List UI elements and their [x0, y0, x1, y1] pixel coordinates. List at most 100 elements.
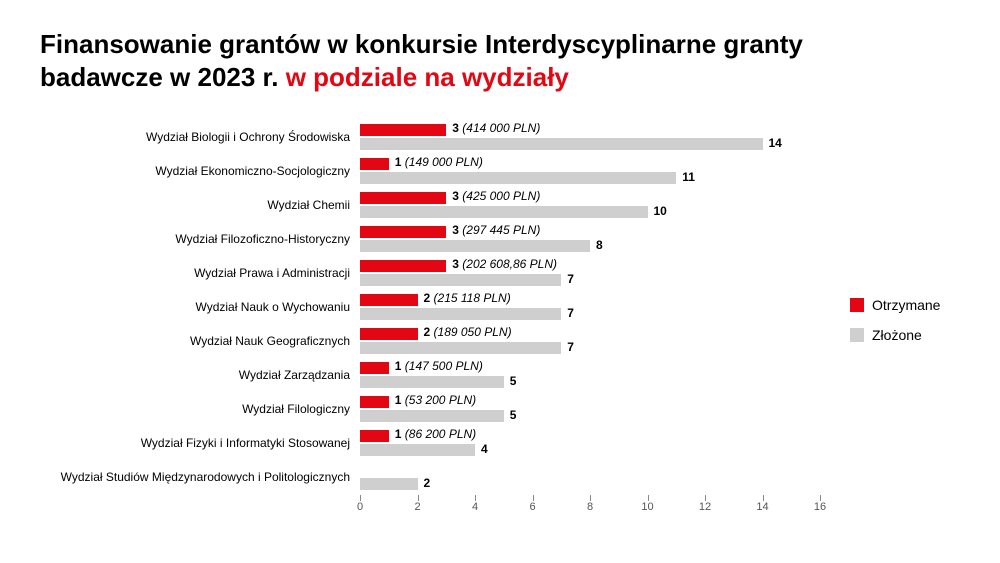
title-line1: Finansowanie grantów w konkursie Interdy…	[40, 29, 803, 59]
x-tick-label: 8	[587, 501, 593, 513]
bar-received	[360, 226, 446, 238]
bar-group: 1 (147 500 PLN) 5	[360, 359, 820, 393]
value-submitted: 2	[424, 476, 431, 490]
chart-row: Wydział Fizyki i Informatyki Stosowanej1…	[40, 427, 820, 461]
bar-submitted	[360, 172, 676, 184]
chart-row: Wydział Filozoficzno-Historyczny3 (297 4…	[40, 223, 820, 257]
chart-row: Wydział Prawa i Administracji3 (202 608,…	[40, 257, 820, 291]
title-line2a: badawcze w 2023 r.	[40, 62, 286, 92]
bar-submitted	[360, 478, 418, 490]
y-axis-label: Wydział Biologii i Ochrony Środowiska	[40, 121, 360, 155]
x-tick-label: 14	[756, 501, 768, 513]
chart-row: Wydział Filologiczny 1 (53 200 PLN) 5	[40, 393, 820, 427]
grouped-bar-chart: Wydział Biologii i Ochrony Środowiska3 (…	[40, 121, 820, 519]
chart-row: Wydział Nauk o Wychowaniu2 (215 118 PLN)…	[40, 291, 820, 325]
y-axis-label: Wydział Ekonomiczno-Socjologiczny	[40, 155, 360, 189]
value-received: 3 (425 000 PLN)	[452, 189, 540, 203]
bar-group: 2 (189 050 PLN) 7	[360, 325, 820, 359]
x-tick-label: 16	[814, 501, 826, 513]
chart-area: Wydział Biologii i Ochrony Środowiska3 (…	[40, 121, 960, 519]
bar-group: 1 (86 200 PLN) 4	[360, 427, 820, 461]
bar-submitted	[360, 444, 475, 456]
chart-title: Finansowanie grantów w konkursie Interdy…	[40, 28, 960, 93]
bar-received	[360, 328, 418, 340]
value-submitted: 5	[510, 408, 517, 422]
bar-group: 3 (425 000 PLN) 10	[360, 189, 820, 223]
legend-swatch-received	[850, 298, 864, 312]
value-received: 3 (202 608,86 PLN)	[452, 257, 557, 271]
y-axis-label: Wydział Nauk Geograficznych	[40, 325, 360, 359]
x-tick-label: 0	[357, 501, 363, 513]
x-tick-label: 12	[699, 501, 711, 513]
bar-received	[360, 260, 446, 272]
value-submitted: 7	[567, 272, 574, 286]
bar-received	[360, 294, 418, 306]
x-tick-label: 10	[641, 501, 653, 513]
bar-group: 1 (149 000 PLN) 11	[360, 155, 820, 189]
legend: Otrzymane Złożone	[820, 121, 960, 519]
legend-label-submitted: Złożone	[872, 327, 922, 343]
chart-row: Wydział Nauk Geograficznych2 (189 050 PL…	[40, 325, 820, 359]
bar-received	[360, 124, 446, 136]
value-submitted: 14	[769, 136, 782, 150]
y-axis-label: Wydział Filologiczny	[40, 393, 360, 427]
y-axis-label: Wydział Fizyki i Informatyki Stosowanej	[40, 427, 360, 461]
value-received: 2 (189 050 PLN)	[424, 325, 512, 339]
bar-group: 2 (215 118 PLN) 7	[360, 291, 820, 325]
legend-label-received: Otrzymane	[872, 297, 940, 313]
value-received: 1 (86 200 PLN)	[395, 427, 476, 441]
bar-submitted	[360, 342, 561, 354]
chart-row: Wydział Chemii 3 (425 000 PLN) 10	[40, 189, 820, 223]
bar-group: 1 (53 200 PLN) 5	[360, 393, 820, 427]
x-axis: 0246810121416	[40, 495, 820, 519]
value-received: 1 (149 000 PLN)	[395, 155, 483, 169]
y-axis-label: Wydział Studiów Międzynarodowych i Polit…	[40, 461, 360, 495]
chart-row: Wydział Zarządzania 1 (147 500 PLN) 5	[40, 359, 820, 393]
title-accent: w podziale na wydziały	[286, 62, 569, 92]
bar-submitted	[360, 274, 561, 286]
value-submitted: 7	[567, 306, 574, 320]
bar-received	[360, 158, 389, 170]
legend-item-submitted: Złożone	[850, 327, 960, 343]
value-received: 3 (297 445 PLN)	[452, 223, 540, 237]
chart-row: Wydział Studiów Międzynarodowych i Polit…	[40, 461, 820, 495]
value-submitted: 7	[567, 340, 574, 354]
x-tick-label: 4	[472, 501, 478, 513]
value-received: 2 (215 118 PLN)	[424, 291, 511, 305]
y-axis-label: Wydział Nauk o Wychowaniu	[40, 291, 360, 325]
bar-received	[360, 430, 389, 442]
value-received: 1 (53 200 PLN)	[395, 393, 476, 407]
y-axis-label: Wydział Filozoficzno-Historyczny	[40, 223, 360, 257]
value-submitted: 5	[510, 374, 517, 388]
bar-submitted	[360, 240, 590, 252]
legend-item-received: Otrzymane	[850, 297, 960, 313]
bar-received	[360, 396, 389, 408]
x-axis-scale: 0246810121416	[360, 495, 820, 519]
legend-swatch-submitted	[850, 328, 864, 342]
value-submitted: 4	[481, 442, 488, 456]
bar-submitted	[360, 138, 763, 150]
bar-submitted	[360, 308, 561, 320]
page: Finansowanie grantów w konkursie Interdy…	[0, 0, 1000, 563]
value-received: 3 (414 000 PLN)	[452, 121, 540, 135]
bar-submitted	[360, 376, 504, 388]
y-axis-label: Wydział Zarządzania	[40, 359, 360, 393]
x-tick-label: 2	[414, 501, 420, 513]
bar-group: 3 (297 445 PLN) 8	[360, 223, 820, 257]
bar-received	[360, 362, 389, 374]
bar-received	[360, 192, 446, 204]
bar-group: 3 (202 608,86 PLN) 7	[360, 257, 820, 291]
bar-submitted	[360, 410, 504, 422]
value-submitted: 8	[596, 238, 603, 252]
value-submitted: 11	[682, 170, 695, 184]
x-tick-label: 6	[529, 501, 535, 513]
y-axis-label: Wydział Prawa i Administracji	[40, 257, 360, 291]
bar-submitted	[360, 206, 648, 218]
bar-group: 3 (414 000 PLN) 14	[360, 121, 820, 155]
bar-group: 2	[360, 461, 820, 495]
value-submitted: 10	[654, 204, 667, 218]
value-received: 1 (147 500 PLN)	[395, 359, 483, 373]
y-axis-label: Wydział Chemii	[40, 189, 360, 223]
chart-row: Wydział Ekonomiczno-Socjologiczny1 (149 …	[40, 155, 820, 189]
chart-row: Wydział Biologii i Ochrony Środowiska3 (…	[40, 121, 820, 155]
